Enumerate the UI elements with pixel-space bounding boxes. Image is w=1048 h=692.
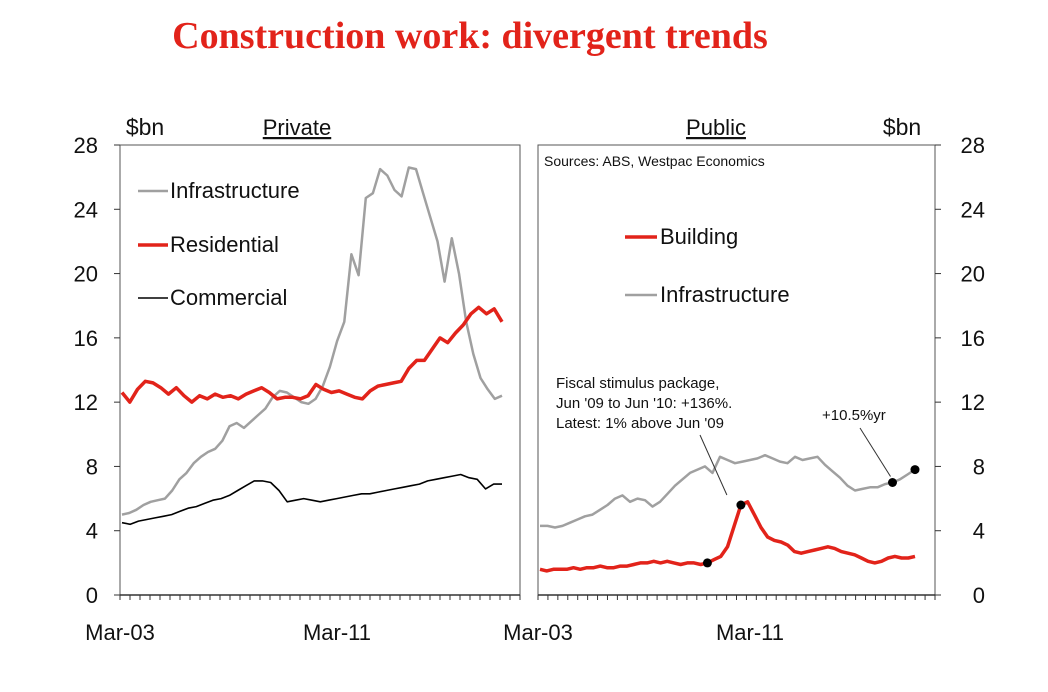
- series-line-residential: [120, 305, 504, 404]
- x-tick-label: Mar-11: [716, 620, 784, 645]
- data-marker: [910, 465, 920, 475]
- panel-label: Public: [686, 115, 746, 140]
- data-marker: [888, 478, 897, 487]
- y-tick-label: 24: [961, 197, 985, 222]
- y-tick-label: 16: [961, 326, 985, 351]
- y-tick-label: 16: [74, 326, 98, 351]
- y-tick-label: 0: [973, 583, 985, 608]
- data-marker: [736, 500, 746, 510]
- data-marker: [702, 558, 712, 568]
- legend-label: Residential: [170, 232, 279, 257]
- right-plot-frame: [537, 144, 936, 596]
- x-tick-label: Mar-03: [85, 620, 155, 645]
- x-tick-label: Mar-11: [303, 620, 371, 645]
- series-line-building: [539, 500, 916, 573]
- y-tick-label: 8: [86, 454, 98, 479]
- y-tick-label: 28: [961, 133, 985, 158]
- y-tick-label: 8: [973, 454, 985, 479]
- y-tick-label: 12: [961, 390, 985, 415]
- y-tick-label: 20: [74, 262, 98, 287]
- legend-label: Building: [660, 224, 738, 249]
- unit-label: $bn: [126, 114, 164, 140]
- y-tick-label: 4: [86, 519, 98, 544]
- y-tick-label: 12: [74, 390, 98, 415]
- panel-label: Private: [263, 115, 331, 140]
- source-note: Sources: ABS, Westpac Economics: [544, 153, 765, 169]
- unit-label: $bn: [883, 114, 921, 140]
- annotation-line: +10.5%yr: [822, 407, 886, 424]
- left-plot-frame: [119, 144, 521, 596]
- series-line-commercial: [121, 473, 502, 526]
- series-line-infrastructure: [540, 453, 916, 529]
- public-panel: 0 4 8 12 16 20 24 28 $bn Public Sources: ABS, West…: [503, 114, 985, 645]
- y-tick-label: 20: [961, 262, 985, 287]
- y-tick-label: 28: [74, 133, 98, 158]
- annotation-line: Latest: 1% above Jun '09: [556, 415, 724, 432]
- y-tick-label: 4: [973, 519, 985, 544]
- y-tick-label: 24: [74, 197, 98, 222]
- annotation-line: Fiscal stimulus package,: [556, 375, 719, 392]
- annotation-line: Jun '09 to Jun '10: +136%.: [556, 395, 732, 412]
- legend-label: Infrastructure: [660, 282, 790, 307]
- annotation-leader: [859, 427, 891, 477]
- series-line-infrastructure: [121, 166, 503, 516]
- legend-label: Infrastructure: [170, 178, 300, 203]
- x-tick-label: Mar-03: [503, 620, 573, 645]
- page-title: Construction work: divergent trends: [172, 15, 768, 57]
- y-tick-label: 0: [86, 583, 98, 608]
- legend-label: Commercial: [170, 285, 287, 310]
- annotation-leader: [699, 434, 728, 496]
- private-panel: 0 4 8 12 16 20 24 28 $bn Private Mar-03 Mar-11 Infra…: [74, 114, 521, 645]
